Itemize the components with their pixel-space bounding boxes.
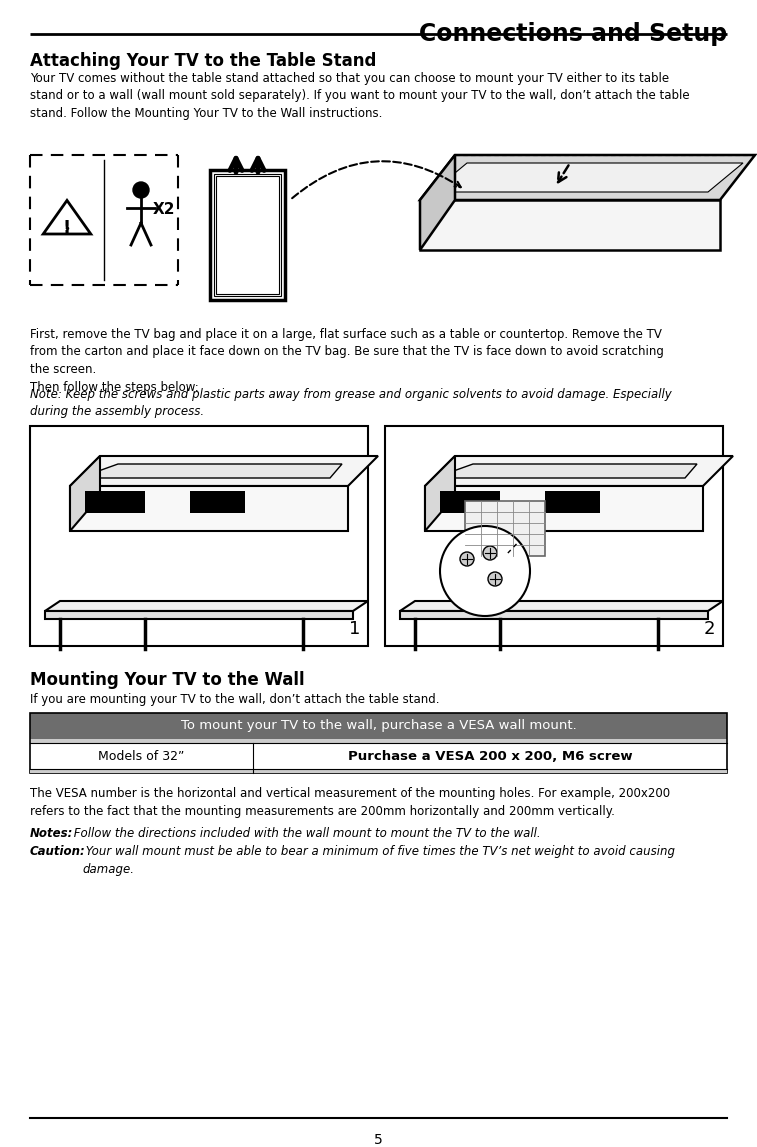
Text: 1: 1 bbox=[349, 621, 360, 638]
Text: Follow the directions included with the wall mount to mount the TV to the wall.: Follow the directions included with the … bbox=[70, 827, 540, 840]
Text: Mounting Your TV to the Wall: Mounting Your TV to the Wall bbox=[30, 671, 304, 689]
Text: Notes:: Notes: bbox=[30, 827, 73, 840]
Polygon shape bbox=[45, 611, 353, 619]
Polygon shape bbox=[70, 457, 100, 531]
FancyBboxPatch shape bbox=[30, 739, 727, 743]
Text: Your TV comes without the table stand attached so that you can choose to mount y: Your TV comes without the table stand at… bbox=[30, 72, 690, 120]
Polygon shape bbox=[420, 155, 755, 200]
FancyBboxPatch shape bbox=[30, 426, 368, 646]
Text: !: ! bbox=[63, 219, 71, 237]
Polygon shape bbox=[425, 457, 733, 486]
Text: First, remove the TV bag and place it on a large, flat surface such as a table o: First, remove the TV bag and place it on… bbox=[30, 328, 664, 393]
Polygon shape bbox=[70, 457, 378, 486]
Polygon shape bbox=[70, 486, 348, 531]
Polygon shape bbox=[400, 601, 723, 611]
Text: 5: 5 bbox=[374, 1133, 383, 1147]
Circle shape bbox=[488, 572, 502, 586]
Circle shape bbox=[440, 526, 530, 616]
Circle shape bbox=[460, 552, 474, 565]
FancyBboxPatch shape bbox=[85, 491, 145, 513]
Polygon shape bbox=[432, 163, 743, 192]
FancyBboxPatch shape bbox=[30, 743, 727, 768]
Text: Caution:: Caution: bbox=[30, 845, 86, 858]
Text: To mount your TV to the wall, purchase a VESA wall mount.: To mount your TV to the wall, purchase a… bbox=[181, 719, 576, 733]
Polygon shape bbox=[45, 601, 368, 611]
FancyBboxPatch shape bbox=[30, 768, 727, 773]
Text: The VESA number is the horizontal and vertical measurement of the mounting holes: The VESA number is the horizontal and ve… bbox=[30, 787, 670, 818]
Circle shape bbox=[133, 182, 149, 198]
Text: Attaching Your TV to the Table Stand: Attaching Your TV to the Table Stand bbox=[30, 52, 376, 70]
FancyBboxPatch shape bbox=[385, 426, 723, 646]
Polygon shape bbox=[425, 457, 455, 531]
FancyBboxPatch shape bbox=[190, 491, 245, 513]
Text: X2: X2 bbox=[153, 203, 176, 218]
Polygon shape bbox=[434, 465, 697, 478]
FancyBboxPatch shape bbox=[210, 170, 285, 301]
Polygon shape bbox=[400, 611, 708, 619]
FancyBboxPatch shape bbox=[545, 491, 600, 513]
FancyBboxPatch shape bbox=[440, 491, 500, 513]
Polygon shape bbox=[420, 200, 720, 250]
Text: Connections and Setup: Connections and Setup bbox=[419, 22, 727, 46]
Circle shape bbox=[483, 546, 497, 560]
Text: Note: Keep the screws and plastic parts away from grease and organic solvents to: Note: Keep the screws and plastic parts … bbox=[30, 388, 671, 419]
Text: Purchase a VESA 200 x 200, M6 screw: Purchase a VESA 200 x 200, M6 screw bbox=[347, 749, 632, 763]
Polygon shape bbox=[79, 465, 342, 478]
Text: Models of 32”: Models of 32” bbox=[98, 749, 185, 763]
Text: 2: 2 bbox=[703, 621, 715, 638]
FancyBboxPatch shape bbox=[465, 501, 545, 556]
Polygon shape bbox=[420, 155, 455, 250]
Text: If you are mounting your TV to the wall, don’t attach the table stand.: If you are mounting your TV to the wall,… bbox=[30, 693, 440, 707]
Text: Your wall mount must be able to bear a minimum of five times the TV’s net weight: Your wall mount must be able to bear a m… bbox=[82, 845, 675, 875]
FancyBboxPatch shape bbox=[30, 713, 727, 739]
Polygon shape bbox=[425, 486, 703, 531]
